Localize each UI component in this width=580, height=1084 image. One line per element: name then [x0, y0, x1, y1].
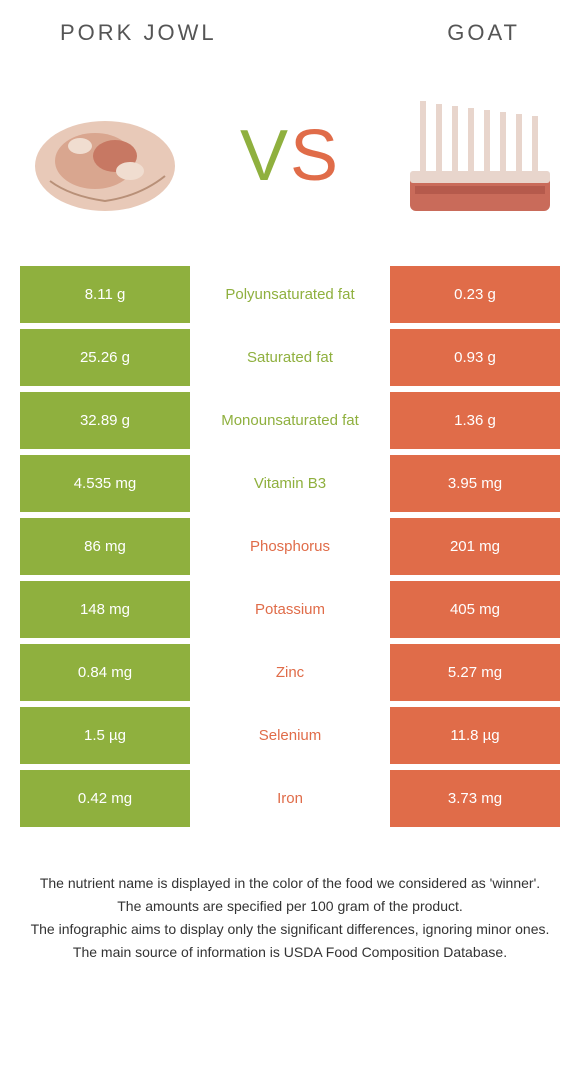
right-value-cell: 0.23 g [390, 266, 560, 323]
nutrient-row: 0.42 mgIron3.73 mg [20, 770, 560, 827]
right-food-title: GOAT [447, 20, 520, 46]
right-value-cell: 3.95 mg [390, 455, 560, 512]
nutrient-label-cell: Saturated fat [190, 329, 390, 386]
nutrient-label-cell: Selenium [190, 707, 390, 764]
nutrient-label-cell: Phosphorus [190, 518, 390, 575]
header: PORK JOWL GOAT [0, 0, 580, 56]
right-value-cell: 3.73 mg [390, 770, 560, 827]
left-value-cell: 0.84 mg [20, 644, 190, 701]
left-value-cell: 86 mg [20, 518, 190, 575]
left-food-title: PORK JOWL [60, 20, 217, 46]
nutrient-label-cell: Iron [190, 770, 390, 827]
nutrient-row: 32.89 gMonounsaturated fat1.36 g [20, 392, 560, 449]
nutrient-row: 4.535 mgVitamin B33.95 mg [20, 455, 560, 512]
nutrient-label-cell: Polyunsaturated fat [190, 266, 390, 323]
right-value-cell: 405 mg [390, 581, 560, 638]
nutrient-row: 148 mgPotassium405 mg [20, 581, 560, 638]
nutrient-label-cell: Monounsaturated fat [190, 392, 390, 449]
images-row: VS [0, 56, 580, 266]
nutrient-row: 8.11 gPolyunsaturated fat0.23 g [20, 266, 560, 323]
comparison-table: 8.11 gPolyunsaturated fat0.23 g 25.26 gSa… [0, 266, 580, 827]
nutrient-label-cell: Zinc [190, 644, 390, 701]
vs-label: VS [240, 115, 340, 197]
vs-s-letter: S [290, 116, 340, 196]
goat-image [390, 86, 560, 226]
nutrient-label-cell: Potassium [190, 581, 390, 638]
left-value-cell: 0.42 mg [20, 770, 190, 827]
left-value-cell: 4.535 mg [20, 455, 190, 512]
right-value-cell: 201 mg [390, 518, 560, 575]
nutrient-row: 1.5 µgSelenium11.8 µg [20, 707, 560, 764]
right-value-cell: 5.27 mg [390, 644, 560, 701]
footer-notes: The nutrient name is displayed in the co… [0, 833, 580, 963]
left-value-cell: 25.26 g [20, 329, 190, 386]
left-value-cell: 8.11 g [20, 266, 190, 323]
nutrient-row: 25.26 gSaturated fat0.93 g [20, 329, 560, 386]
right-value-cell: 11.8 µg [390, 707, 560, 764]
left-value-cell: 148 mg [20, 581, 190, 638]
nutrient-label-cell: Vitamin B3 [190, 455, 390, 512]
nutrient-row: 86 mgPhosphorus201 mg [20, 518, 560, 575]
vs-v-letter: V [240, 116, 290, 196]
left-value-cell: 32.89 g [20, 392, 190, 449]
footer-line-1: The nutrient name is displayed in the co… [20, 873, 560, 894]
right-value-cell: 1.36 g [390, 392, 560, 449]
pork-jowl-image [20, 86, 190, 226]
left-value-cell: 1.5 µg [20, 707, 190, 764]
footer-line-2: The amounts are specified per 100 gram o… [20, 896, 560, 917]
footer-line-4: The main source of information is USDA F… [20, 942, 560, 963]
footer-line-3: The infographic aims to display only the… [20, 919, 560, 940]
right-value-cell: 0.93 g [390, 329, 560, 386]
nutrient-row: 0.84 mgZinc5.27 mg [20, 644, 560, 701]
